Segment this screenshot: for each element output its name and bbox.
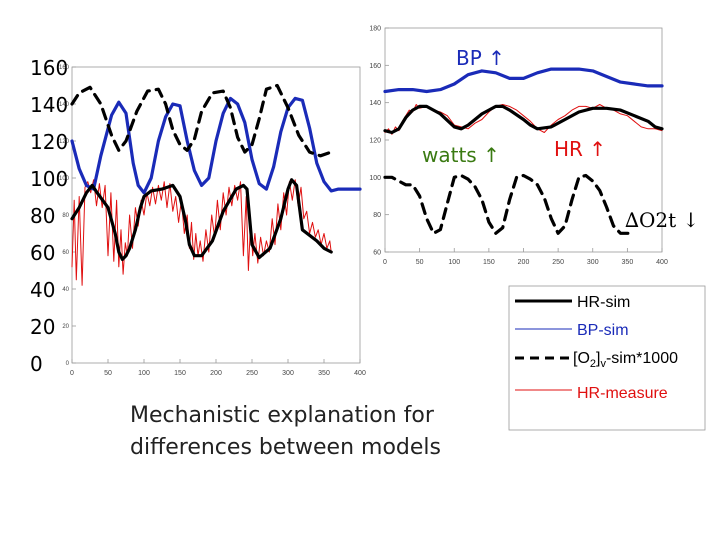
main-y-tick-label-small: 140: [59, 102, 70, 108]
legend-label-o2-sim: [O2]v-sim*1000: [573, 350, 678, 370]
inset-x-tick-label: 350: [622, 259, 634, 266]
legend-box: [508, 285, 706, 431]
inset-x-tick-label: 250: [552, 259, 564, 266]
annotation-bp: BP ↑: [456, 46, 505, 70]
annotation-delta-o2t: ∆O2t ↓: [625, 208, 699, 232]
main-x-tick-label: 350: [318, 370, 330, 377]
inset-y-tick-label: 120: [369, 138, 381, 145]
main-y-tick-label-large: 140: [30, 93, 68, 117]
main-x-tick-label: 300: [282, 370, 294, 377]
main-y-tick-label-small: 100: [59, 176, 70, 182]
inset-x-tick-label: 400: [656, 259, 668, 266]
main-y-tick-label-large: 80: [30, 204, 55, 228]
inset-y-tick-label: 160: [369, 63, 381, 70]
inset-y-tick-label: 80: [373, 212, 381, 219]
legend-label-bp-sim: BP-sim: [577, 322, 629, 339]
main-y-tick-label-small: 80: [62, 213, 69, 219]
main-x-tick-label: 0: [70, 370, 74, 377]
main-x-tick-label: 100: [138, 370, 150, 377]
main-y-tick-label-large: 100: [30, 167, 68, 191]
main-x-tick-label: 150: [174, 370, 186, 377]
annotation-hr: HR ↑: [554, 137, 606, 161]
main-y-tick-label-large: 160: [30, 56, 68, 80]
main-series-bp-sim: [70, 96, 362, 195]
main-y-tick-label-small: 40: [62, 287, 69, 293]
main-y-tick-label-large: 20: [30, 315, 55, 339]
main-y-tick-label-large: 60: [30, 241, 55, 265]
inset-x-tick-label: 200: [518, 259, 530, 266]
main-x-tick-label: 200: [210, 370, 222, 377]
main-series-hr-measure: [71, 179, 332, 286]
legend-label-hr-sim: HR-sim: [577, 294, 630, 311]
main-y-tick-label-small: 0: [66, 361, 70, 367]
inset-y-tick-label: 60: [373, 250, 381, 257]
inset-chart: 60 80 100 120 140 160 180 0 50 100 150 200 250 300 35…: [369, 26, 699, 267]
inset-x-tick-label: 100: [448, 259, 460, 266]
inset-x-tick-label: 300: [587, 259, 599, 266]
main-y-tick-label-small: 60: [62, 250, 69, 256]
legend-label-hr-measure: HR-measure: [577, 385, 668, 402]
caption: Mechanistic explanation for differences …: [130, 403, 441, 460]
main-y-tick-label-small: 160: [59, 65, 70, 71]
inset-y-tick-label: 180: [369, 26, 381, 33]
inset-x-tick-label: 0: [383, 259, 387, 266]
legend: HR-sim BP-sim [O2]v-sim*1000 HR-measure: [508, 285, 706, 431]
main-x-tick-label: 250: [246, 370, 258, 377]
main-x-tick-label: 50: [104, 370, 112, 377]
inset-series-o2-v-sim-1000: [383, 173, 636, 235]
main-series-hr-sim: [70, 178, 333, 261]
main-y-tick-label-small: 20: [62, 324, 69, 330]
inset-series-bp-sim: [383, 67, 664, 94]
main-y-tick-label-large: 120: [30, 130, 68, 154]
main-y-tick-label-large: 0: [30, 352, 43, 376]
inset-series-hr-sim: [383, 104, 664, 135]
main-x-tick-label: 400: [354, 370, 366, 377]
inset-y-tick-label: 100: [369, 175, 381, 182]
annotation-watts: watts ↑: [422, 143, 500, 167]
inset-x-tick-label: 150: [483, 259, 495, 266]
main-series-o2-v-sim-1000: [70, 83, 333, 158]
main-y-tick-label-large: 40: [30, 278, 55, 302]
inset-x-tick-label: 50: [416, 259, 424, 266]
inset-y-tick-label: 140: [369, 100, 381, 107]
inset-chart-frame: [384, 27, 663, 253]
main-y-tick-label-small: 120: [59, 139, 70, 145]
